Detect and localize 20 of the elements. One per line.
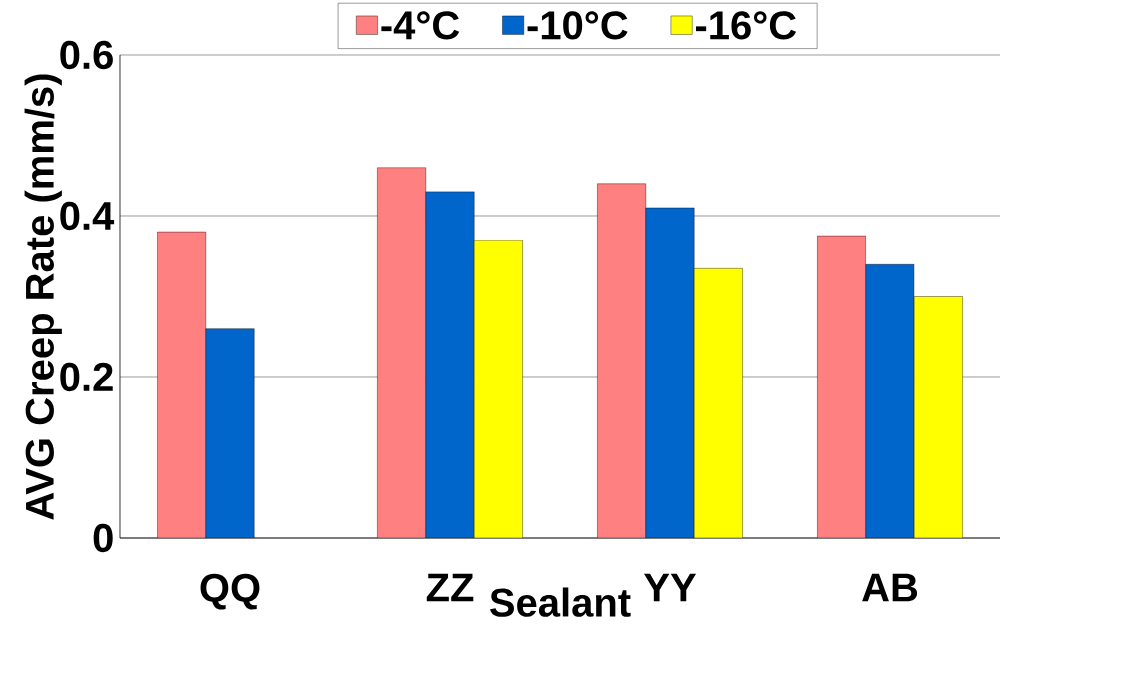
legend-label: -4°C — [381, 11, 460, 40]
y-tick-label: 0.2 — [60, 362, 113, 392]
bar — [205, 328, 255, 538]
legend-label: -16°C — [696, 11, 797, 40]
y-tick-label: 0.4 — [60, 201, 115, 231]
x-tick-label: ZZ — [426, 573, 474, 602]
bar — [157, 231, 206, 538]
legend-label: -10°C — [527, 11, 628, 40]
bar — [425, 191, 475, 538]
x-tick-label: QQ — [200, 573, 260, 610]
bar — [377, 167, 427, 538]
x-tick-label: YY — [644, 573, 697, 602]
y-tick-label: 0.6 — [60, 40, 113, 70]
bar — [645, 207, 695, 538]
y-tick-label: 0 — [93, 523, 113, 553]
x-axis-title: Sealant — [490, 587, 631, 617]
bar — [817, 235, 867, 538]
bar — [865, 264, 915, 538]
bar — [597, 183, 647, 538]
x-tick-label: AB — [862, 573, 918, 602]
